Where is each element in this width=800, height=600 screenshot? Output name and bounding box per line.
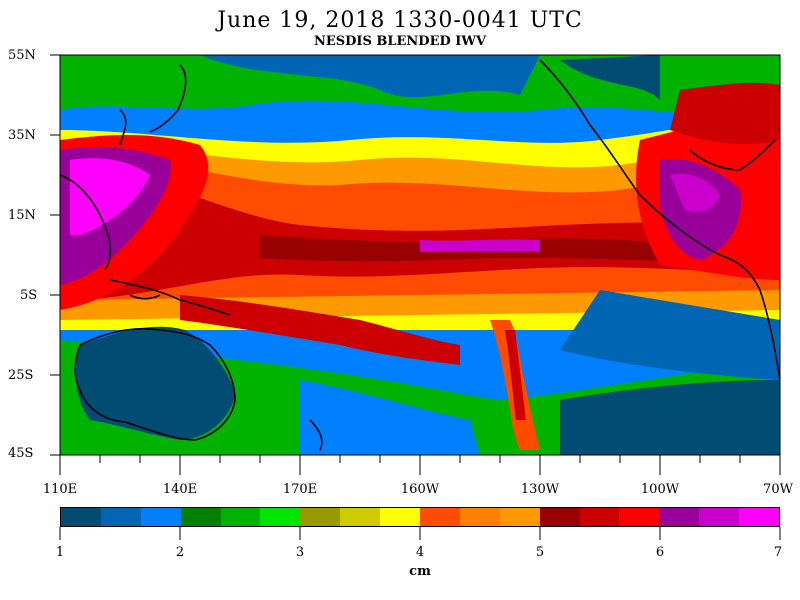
iwv-field — [60, 55, 780, 455]
colorbar-swatch — [180, 508, 221, 526]
lat-label: 15N — [8, 208, 36, 223]
colorbar-swatch — [459, 508, 500, 526]
colorbar-swatch — [579, 508, 620, 526]
colorbar-tick-label: 7 — [773, 545, 783, 560]
lat-label: 45S — [8, 446, 34, 461]
lon-label: 130W — [520, 482, 560, 497]
colorbar-swatch — [420, 508, 460, 526]
colorbar-swatch — [300, 508, 341, 526]
colorbar-swatch — [699, 508, 740, 526]
lon-label: 100W — [640, 482, 680, 497]
colorbar-swatch — [260, 508, 301, 526]
page-subtitle: NESDIS BLENDED IWV — [313, 34, 487, 49]
colorbar-swatch — [539, 508, 580, 526]
colorbar-tick-label: 3 — [295, 545, 305, 560]
colorbar-swatch — [100, 508, 141, 526]
colorbar-tick-label: 1 — [55, 545, 65, 560]
lon-label: 140E — [162, 482, 198, 497]
colorbar-tick-label: 2 — [175, 545, 185, 560]
colorbar-swatch — [499, 508, 540, 526]
colorbar-swatch — [619, 508, 660, 526]
colorbar-swatch — [659, 508, 700, 526]
lat-label: 5S — [20, 288, 38, 303]
lat-label: 35N — [8, 128, 36, 143]
colorbar-swatch — [220, 508, 261, 526]
lon-label: 170E — [282, 482, 318, 497]
colorbar — [60, 507, 780, 527]
coastlines — [60, 59, 780, 451]
lon-label: 110E — [42, 482, 78, 497]
colorbar-swatch — [340, 508, 381, 526]
lon-label: 70W — [763, 482, 793, 497]
colorbar-swatch — [61, 508, 101, 526]
colorbar-swatch — [380, 508, 421, 526]
colorbar-tick-label: 4 — [415, 545, 425, 560]
page-title: June 19, 2018 1330-0041 UTC — [217, 8, 583, 33]
colorbar-swatch — [739, 508, 780, 526]
colorbar-tick-label: 6 — [655, 545, 665, 560]
lon-label: 160W — [400, 482, 440, 497]
axis-ticks — [50, 54, 781, 475]
colorbar-tick-label: 5 — [535, 545, 545, 560]
lat-label: 55N — [8, 48, 36, 63]
lat-label: 25S — [8, 368, 34, 383]
colorbar-unit: cm — [409, 564, 431, 579]
colorbar-swatch — [140, 508, 181, 526]
